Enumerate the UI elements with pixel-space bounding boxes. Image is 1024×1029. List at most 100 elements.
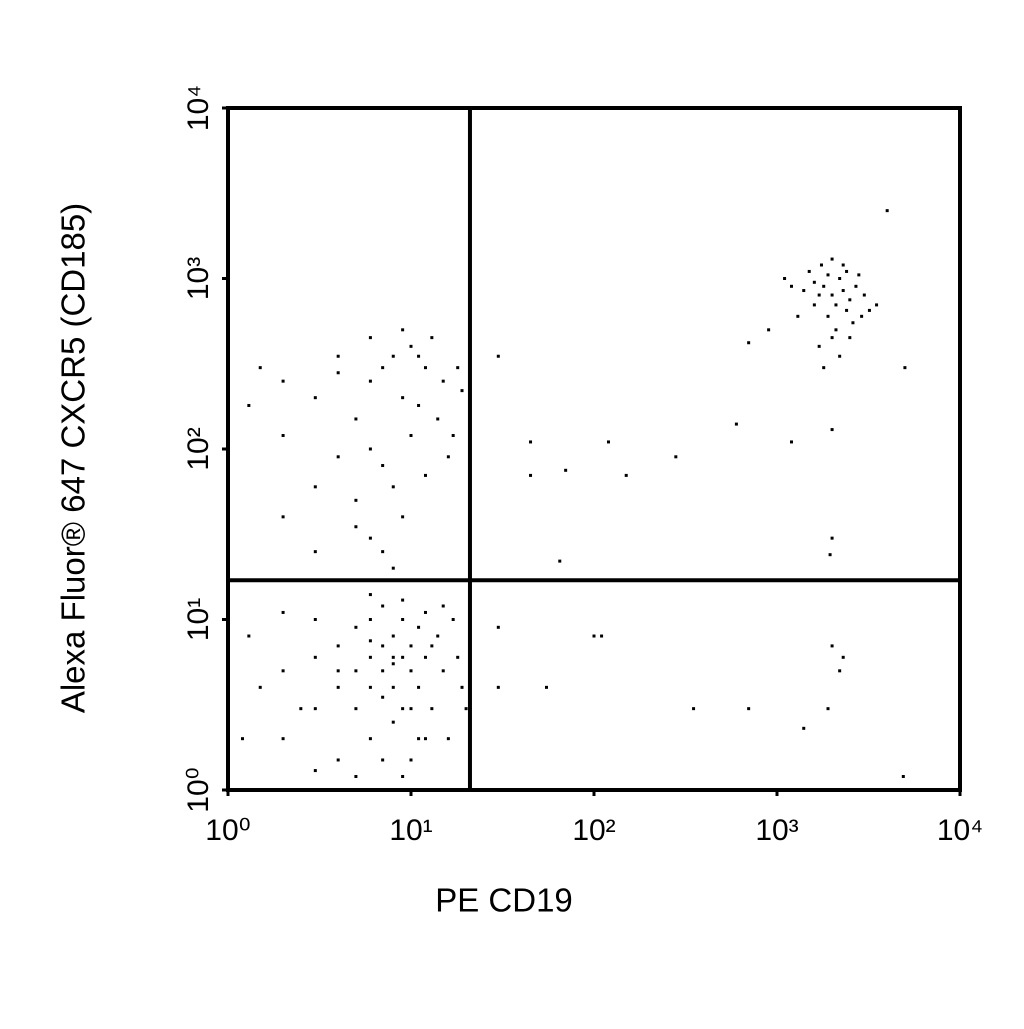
point	[423, 655, 427, 659]
point	[336, 371, 340, 375]
point	[802, 726, 806, 730]
point	[299, 707, 303, 711]
point	[446, 455, 450, 459]
point	[381, 550, 385, 554]
point	[409, 707, 413, 711]
point	[692, 707, 696, 711]
point	[441, 604, 445, 608]
x-tick-label: 10⁴	[937, 814, 983, 847]
point	[368, 685, 372, 689]
point	[336, 685, 340, 689]
point	[336, 758, 340, 762]
point	[830, 536, 834, 540]
point	[817, 344, 821, 348]
point	[734, 422, 738, 426]
y-tick-label: 10²	[182, 427, 215, 470]
point	[812, 303, 816, 307]
point	[423, 610, 427, 614]
point	[789, 440, 793, 444]
point	[381, 758, 385, 762]
point	[401, 396, 405, 400]
x-tick-label: 10¹	[389, 814, 432, 847]
point	[451, 618, 455, 621]
point	[592, 634, 596, 638]
point	[430, 707, 434, 711]
point	[464, 707, 468, 711]
point	[822, 366, 826, 370]
point	[430, 644, 434, 648]
point	[841, 655, 845, 659]
point	[564, 468, 568, 472]
point	[401, 774, 405, 778]
point	[354, 707, 358, 711]
point	[247, 403, 251, 407]
point	[819, 263, 823, 267]
point	[409, 344, 413, 348]
point	[456, 655, 460, 659]
point	[313, 618, 317, 621]
point	[830, 257, 834, 261]
point	[401, 707, 405, 711]
point	[807, 269, 811, 273]
point	[783, 277, 787, 280]
point	[391, 634, 395, 638]
point	[830, 428, 834, 432]
point	[354, 774, 358, 778]
point	[441, 379, 445, 383]
point	[368, 593, 372, 597]
point	[401, 328, 405, 332]
point	[430, 336, 434, 340]
point	[401, 515, 405, 519]
point	[674, 455, 678, 459]
point	[417, 354, 421, 358]
y-tick-label: 10⁰	[182, 767, 215, 812]
point	[423, 366, 427, 370]
point	[381, 366, 385, 370]
point	[838, 669, 842, 673]
point	[860, 314, 864, 318]
point	[336, 354, 340, 358]
point	[258, 366, 262, 370]
point	[436, 634, 440, 638]
point	[624, 473, 628, 477]
point	[854, 284, 858, 288]
point	[417, 737, 421, 741]
point	[848, 336, 852, 340]
point	[812, 280, 816, 284]
y-tick-label: 10¹	[182, 598, 215, 641]
point	[240, 737, 244, 741]
point	[313, 396, 317, 400]
point	[381, 604, 385, 608]
x-tick-label: 10⁰	[205, 814, 250, 847]
point	[747, 341, 751, 345]
point	[446, 737, 450, 741]
point	[436, 417, 440, 421]
point	[313, 550, 317, 554]
point	[496, 354, 500, 358]
point	[867, 308, 871, 312]
point	[885, 209, 889, 213]
point	[336, 644, 340, 648]
point	[903, 366, 907, 370]
point	[834, 303, 838, 307]
point	[747, 707, 751, 711]
point	[281, 433, 285, 437]
x-tick-label: 10³	[755, 814, 798, 847]
point	[391, 720, 395, 724]
point	[313, 485, 317, 489]
points	[240, 209, 907, 778]
point	[826, 314, 830, 318]
point	[423, 473, 427, 477]
point	[313, 707, 317, 711]
point	[354, 417, 358, 421]
point	[828, 553, 832, 557]
point	[789, 284, 793, 288]
point	[600, 634, 604, 638]
point	[845, 308, 849, 312]
point	[381, 464, 385, 468]
point	[368, 655, 372, 659]
point	[368, 737, 372, 741]
point	[401, 598, 405, 602]
point	[281, 515, 285, 519]
point	[496, 685, 500, 689]
